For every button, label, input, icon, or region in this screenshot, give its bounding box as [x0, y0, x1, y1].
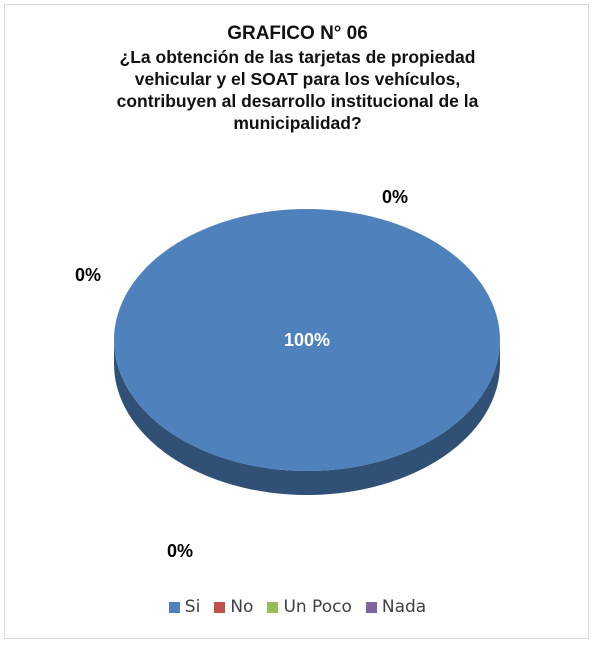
- chart-subtitle-line-1: ¿La obtención de las tarjetas de propied…: [119, 47, 476, 67]
- legend-swatch: [365, 601, 377, 613]
- chart-subtitle-line-3: contribuyen al desarrollo institucional …: [116, 91, 479, 111]
- slice-si-side: [114, 340, 500, 495]
- legend-item-un-poco: Un Poco: [267, 597, 352, 617]
- chart-subtitle-line-2: vehicular y el SOAT para los vehículos,: [134, 69, 461, 89]
- legend-item-si: Si: [168, 597, 201, 617]
- data-label-no: 0%: [382, 187, 408, 207]
- chart-subtitle-line-4: municipalidad?: [233, 113, 362, 133]
- chart-legend: Si No Un Poco Nada: [0, 597, 595, 617]
- data-label-si: 100%: [284, 330, 330, 350]
- legend-label: Si: [184, 597, 201, 617]
- slice-si: [114, 209, 500, 471]
- legend-swatch: [267, 601, 279, 613]
- data-label-un-poco: 0%: [75, 265, 101, 285]
- chart-title-block: GRAFICO N° 06 ¿La obtención de las tarje…: [0, 22, 595, 134]
- legend-swatch: [214, 601, 226, 613]
- chart-title: GRAFICO N° 06: [227, 23, 368, 44]
- legend-item-no: No: [214, 597, 253, 617]
- legend-item-nada: Nada: [365, 597, 427, 617]
- data-label-nada: 0%: [167, 541, 193, 561]
- legend-label: Un Poco: [283, 597, 352, 617]
- legend-label: Nada: [381, 597, 427, 617]
- legend-swatch: [168, 601, 180, 613]
- legend-label: No: [230, 597, 254, 617]
- pie-data-labels: 100% 0% 0% 0%: [75, 187, 408, 561]
- pie-slices: [114, 209, 500, 495]
